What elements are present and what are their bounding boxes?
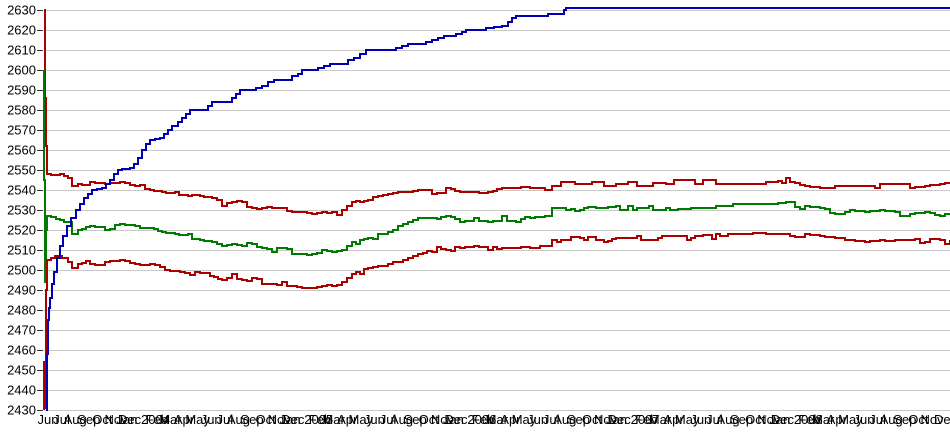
x-axis-label: Jan 2008 [769,412,823,427]
x-axis-label: Dec [444,412,468,427]
x-axis-label: Dec [934,412,950,427]
y-axis-label: 2630 [7,3,36,18]
x-axis-label: Jul [706,412,723,427]
x-axis-label: Nov [104,412,128,427]
y-axis-label: 2440 [7,383,36,398]
x-axis-label: Oct [908,412,929,427]
x-axis-label: Dec [771,412,795,427]
y-axis-label: 2430 [7,403,36,418]
x-axis-label: Nov [757,412,781,427]
mean-rating-line [43,70,950,283]
x-axis-label: Jul [869,412,886,427]
lower-error-line [43,232,950,410]
x-axis-label: Aug [64,412,87,427]
y-axis-label: 2520 [7,223,36,238]
x-axis-label: Jun [690,412,711,427]
x-axis-label: Jul [216,412,233,427]
x-axis-label: Feb [798,412,820,427]
x-axis-label: Mar [159,412,182,427]
x-axis-label: Sep [893,412,916,427]
y-axis-label: 2460 [7,343,36,358]
x-axis-label: Mar [486,412,509,427]
y-axis-label: 2500 [7,263,36,278]
x-axis-label: Dec [118,412,142,427]
x-axis-label: Oct [582,412,603,427]
x-axis-label: Oct [745,412,766,427]
x-axis-label: Sep [77,412,100,427]
x-axis-label: Oct [92,412,113,427]
x-axis-label: May [349,412,374,427]
cumulative-step-line [46,7,950,411]
x-axis-label: Apr [337,412,358,427]
x-axis-label: Oct [255,412,276,427]
y-axis-label: 2560 [7,143,36,158]
x-axis-label: Jul [53,412,70,427]
y-axis-label: 2450 [7,363,36,378]
y-axis-label: 2540 [7,183,36,198]
x-axis-label: May [512,412,537,427]
x-axis-label: Nov [594,412,618,427]
y-axis-label: 2600 [7,63,36,78]
x-axis-label: Oct [419,412,440,427]
x-axis-label: Dec [608,412,632,427]
y-axis-label: 2470 [7,323,36,338]
x-axis-label: Sep [567,412,590,427]
x-axis-label: Dec [281,412,305,427]
x-axis-label: Aug [880,412,903,427]
y-axis-label: 2490 [7,283,36,298]
y-axis-label: 2590 [7,83,36,98]
y-axis-label: 2480 [7,303,36,318]
x-axis-label: May [838,412,863,427]
x-axis-label: Jun [527,412,548,427]
x-axis-label: Sep [404,412,427,427]
x-axis-label: May [675,412,700,427]
x-axis-label: Jul [380,412,397,427]
x-axis-label: Feb [472,412,494,427]
x-axis-label: Apr [663,412,684,427]
x-axis-label: Jun [201,412,222,427]
x-axis-label: Mar [649,412,672,427]
x-axis-label: Jul [543,412,560,427]
x-axis-label: Jan 2006 [443,412,497,427]
y-axis-label: 2580 [7,103,36,118]
x-axis-label: Sep [730,412,753,427]
y-axis-label: 2530 [7,203,36,218]
y-axis-label: 2550 [7,163,36,178]
x-axis-label: Nov [431,412,455,427]
x-axis-label: Jan 2005 [280,412,334,427]
x-axis-label: Aug [553,412,576,427]
upper-error-line [44,9,950,216]
x-axis-label: May [185,412,210,427]
x-axis-label: Jun [854,412,875,427]
x-axis-label: Apr [827,412,848,427]
x-axis-label: Jan 2007 [606,412,660,427]
x-axis-label: Feb [309,412,331,427]
x-axis-label: Jun [364,412,385,427]
y-axis-label: 2620 [7,23,36,38]
x-axis-label: Mar [322,412,345,427]
x-axis-label: Aug [716,412,739,427]
y-axis-label: 2570 [7,123,36,138]
x-axis-label: Aug [390,412,413,427]
x-axis-label: Feb [146,412,168,427]
x-axis-label: Jan 2004 [116,412,170,427]
y-axis-label: 2510 [7,243,36,258]
x-axis-label: Apr [500,412,521,427]
x-axis-label: Aug [227,412,250,427]
x-axis-label: Nov [920,412,944,427]
x-axis-label: Mar [812,412,835,427]
x-axis-label: Nov [268,412,292,427]
x-axis-label: Feb [635,412,657,427]
y-axis-label: 2610 [7,43,36,58]
x-axis-label: Apr [174,412,195,427]
x-axis-label: Jun [38,412,59,427]
x-axis-label: Sep [240,412,263,427]
